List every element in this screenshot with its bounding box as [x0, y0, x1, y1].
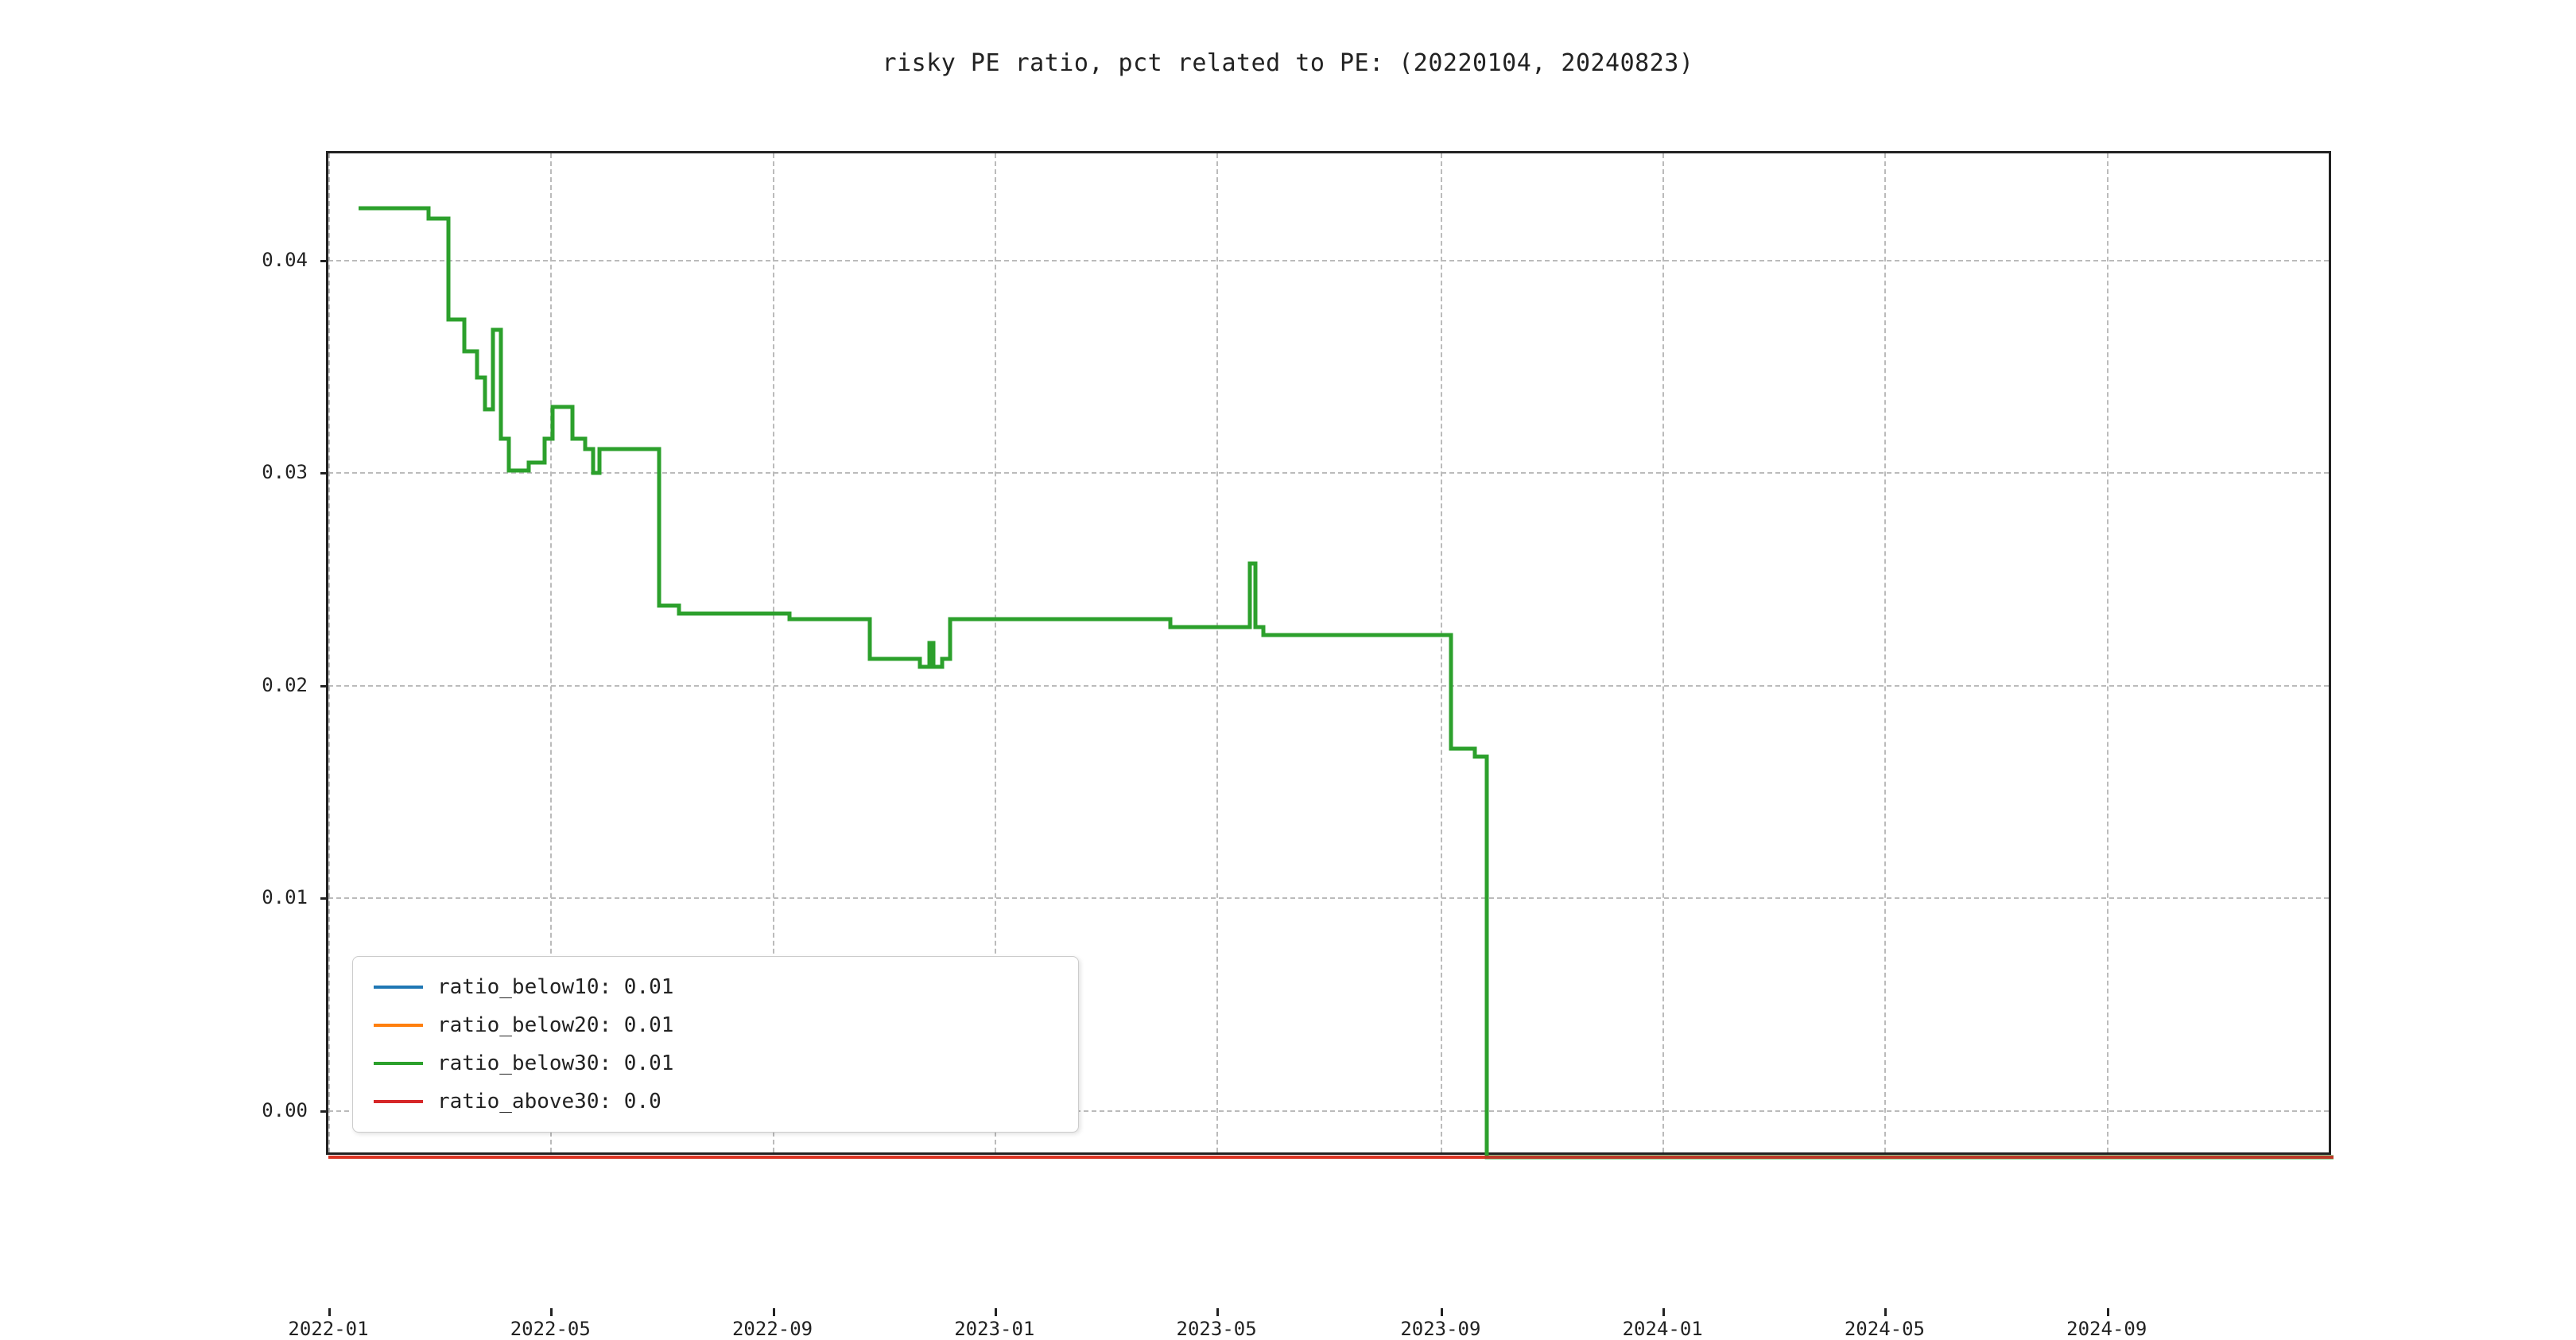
tick-mark-x-7	[1884, 1308, 1887, 1316]
plot-area: 0.04 0.03 0.02 0.01 0.00 2022-01 2022-05…	[326, 151, 2331, 1155]
y-tick-label-1: 0.01	[236, 886, 308, 908]
legend-label-ratio-below10: ratio_below10: 0.01	[437, 975, 673, 999]
x-tick-label-2: 2022-09	[717, 1318, 828, 1340]
legend-swatch-ratio-below20	[374, 1024, 423, 1027]
legend-swatch-ratio-below10	[374, 986, 423, 989]
y-tick-label-4: 0.04	[236, 249, 308, 271]
tick-mark-x-6	[1662, 1308, 1665, 1316]
legend-entry-0[interactable]: ratio_below10: 0.01	[374, 968, 1057, 1006]
x-tick-label-1: 2022-05	[495, 1318, 606, 1340]
tick-mark-y-003	[320, 472, 328, 474]
y-tick-label-2: 0.02	[236, 674, 308, 696]
x-tick-label-0: 2022-01	[273, 1318, 384, 1340]
legend-label-ratio-below20: ratio_below20: 0.01	[437, 1013, 673, 1037]
tick-mark-y-004	[320, 260, 328, 262]
legend-entry-1[interactable]: ratio_below20: 0.01	[374, 1006, 1057, 1044]
x-tick-label-4: 2023-05	[1161, 1318, 1272, 1340]
tick-mark-x-1	[550, 1308, 553, 1316]
legend-label-ratio-above30: ratio_above30: 0.0	[437, 1090, 661, 1113]
tick-mark-y-000	[320, 1110, 328, 1113]
tick-mark-x-3	[995, 1308, 997, 1316]
legend-swatch-ratio-above30	[374, 1100, 423, 1103]
y-tick-label-0: 0.00	[236, 1099, 308, 1121]
chart-legend[interactable]: ratio_below10: 0.01 ratio_below20: 0.01 …	[352, 956, 1079, 1133]
legend-label-ratio-below30: ratio_below30: 0.01	[437, 1051, 673, 1075]
legend-entry-2[interactable]: ratio_below30: 0.01	[374, 1044, 1057, 1082]
chart-title: risky PE ratio, pct related to PE: (2022…	[0, 49, 2576, 77]
tick-mark-x-0	[328, 1308, 331, 1316]
tick-mark-x-2	[773, 1308, 775, 1316]
x-tick-label-3: 2023-01	[939, 1318, 1050, 1340]
tick-mark-x-4	[1216, 1308, 1219, 1316]
tick-mark-y-001	[320, 897, 328, 900]
tick-mark-y-002	[320, 685, 328, 687]
x-tick-label-7: 2024-05	[1829, 1318, 1940, 1340]
legend-swatch-ratio-below30	[374, 1062, 423, 1065]
tick-mark-x-5	[1441, 1308, 1443, 1316]
x-tick-label-8: 2024-09	[2051, 1318, 2163, 1340]
tick-mark-x-8	[2107, 1308, 2109, 1316]
y-tick-label-3: 0.03	[236, 461, 308, 483]
x-tick-label-5: 2023-09	[1385, 1318, 1496, 1340]
legend-entry-3[interactable]: ratio_above30: 0.0	[374, 1082, 1057, 1121]
x-tick-label-6: 2024-01	[1607, 1318, 1718, 1340]
chart-root: risky PE ratio, pct related to PE: (2022…	[0, 0, 2576, 1288]
